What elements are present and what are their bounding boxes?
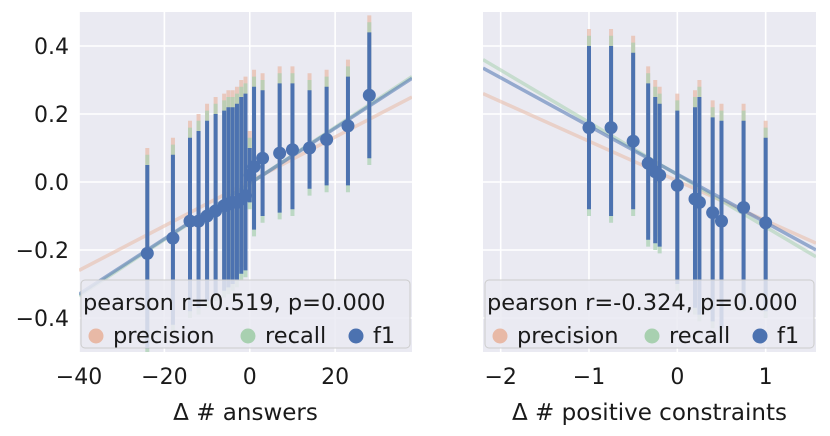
f1-point [670, 178, 684, 192]
f1-point [604, 121, 618, 135]
x-tick-label: 1 [759, 365, 773, 390]
x-axis-label: Δ # positive constraints [512, 400, 787, 426]
x-tick-label: 0 [243, 365, 257, 390]
pearson-annotation: pearson r=-0.324, p=0.000 [487, 290, 798, 316]
y-tick-label: −0.4 [16, 307, 69, 332]
left-panel: pearson r=0.519, p=0.000 precision recall f… [16, 12, 412, 426]
f1-point [247, 160, 261, 174]
f1-point [706, 206, 720, 220]
x-tick-label: −40 [56, 365, 102, 390]
y-tick-label: −0.2 [16, 239, 69, 264]
legend-label-recall: recall [265, 323, 326, 349]
x-tick-label: −2 [484, 365, 516, 390]
f1-point [166, 231, 180, 245]
legend-marker-precision [88, 328, 104, 344]
f1-point [341, 119, 355, 133]
legend-marker-f1 [348, 328, 364, 344]
f1-point [285, 143, 299, 157]
f1-point [256, 151, 270, 165]
f1-point [714, 214, 728, 228]
x-tick-label: −1 [573, 365, 605, 390]
x-tick-label: 0 [670, 365, 684, 390]
f1-point [239, 189, 252, 203]
y-tick-label: 0.0 [34, 171, 69, 196]
f1-point [737, 201, 751, 214]
legend-box [80, 279, 411, 349]
x-tick-label: 20 [321, 365, 349, 390]
f1-point [140, 246, 154, 260]
f1-point [759, 216, 773, 230]
x-axis-label: Δ # answers [173, 400, 318, 426]
pearson-annotation: pearson r=0.519, p=0.000 [83, 290, 385, 316]
f1-point [362, 88, 376, 102]
legend-box [484, 279, 815, 349]
legend-marker-recall [644, 328, 660, 344]
legend-marker-precision [492, 328, 508, 344]
f1-point [626, 134, 640, 148]
legend-marker-recall [240, 328, 256, 344]
y-tick-label: 0.4 [34, 35, 69, 60]
legend-label-precision: precision [113, 323, 215, 349]
x-tick-label: −20 [141, 365, 187, 390]
legend-marker-f1 [752, 328, 768, 344]
y-tick-label: 0.2 [34, 103, 69, 128]
plot-content [483, 29, 816, 335]
f1-point [582, 121, 596, 135]
legend-label-f1: f1 [373, 323, 395, 349]
f1-point [273, 146, 287, 160]
f1-point [692, 195, 706, 209]
f1-point [320, 133, 334, 146]
f1-point [303, 141, 317, 155]
legend-label-precision: precision [517, 323, 619, 349]
right-panel: pearson r=-0.324, p=0.000 precision recall… [483, 12, 816, 426]
legend-label-recall: recall [669, 323, 730, 349]
f1-point [653, 168, 667, 182]
legend-label-f1: f1 [777, 323, 799, 349]
